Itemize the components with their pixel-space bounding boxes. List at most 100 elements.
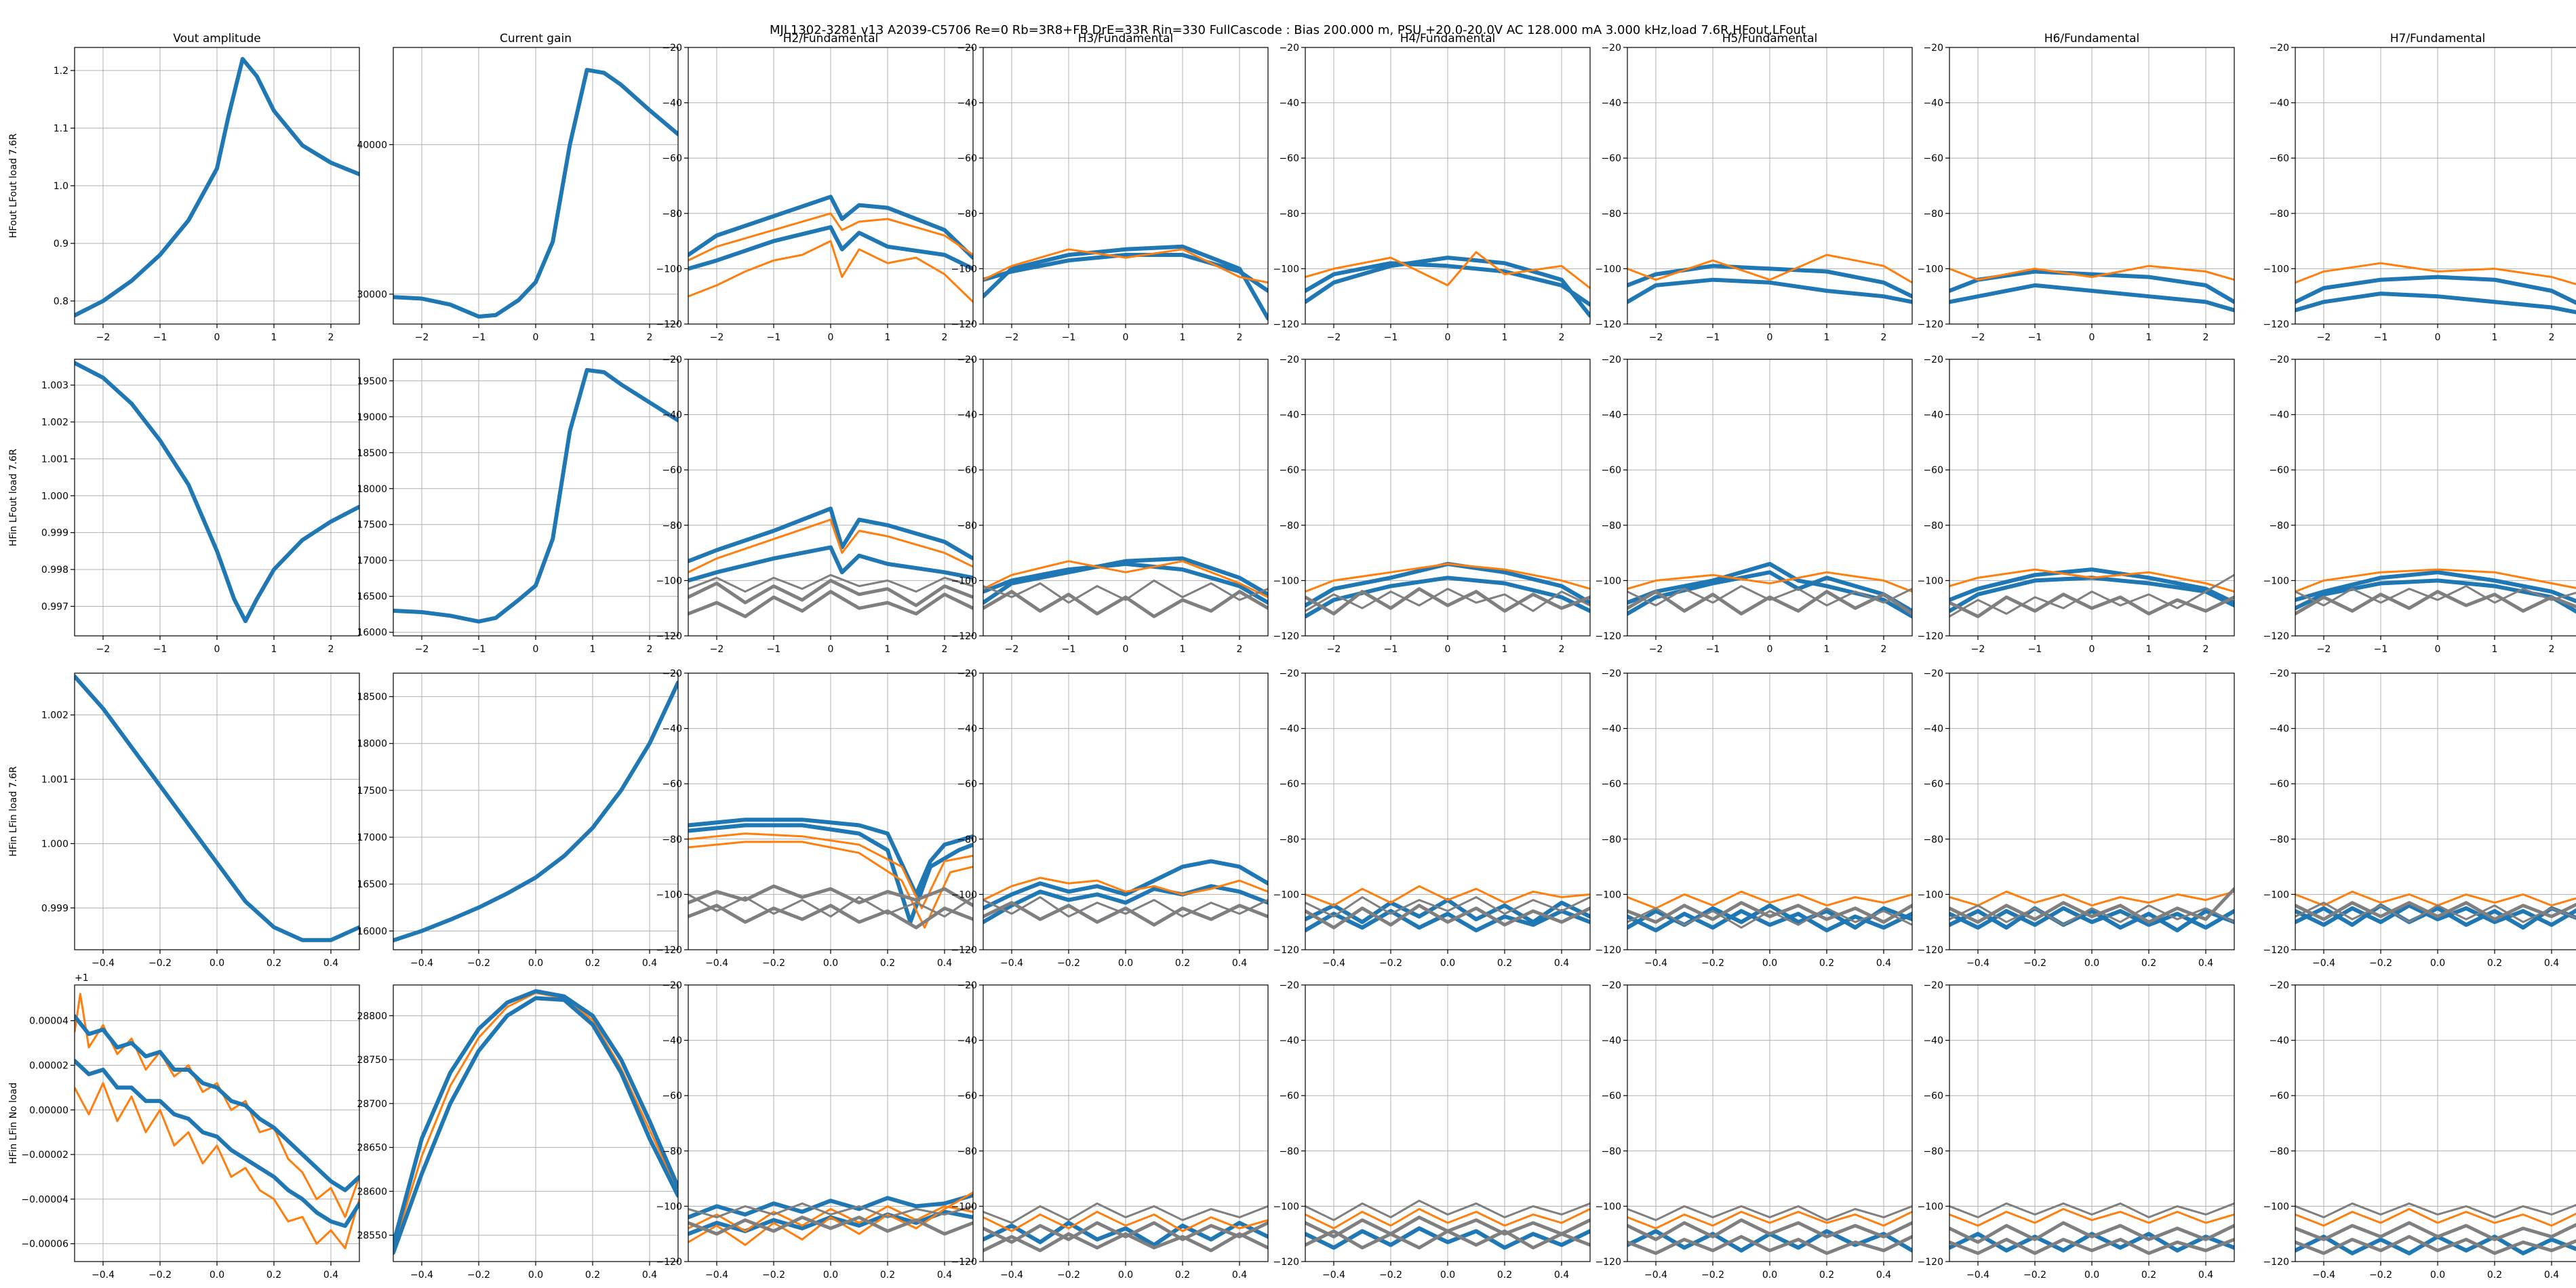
series-line-blue xyxy=(688,823,973,925)
y-tick-label: −60 xyxy=(1923,465,1943,476)
y-tick-label: −120 xyxy=(1918,945,1943,956)
series-line-blue xyxy=(75,1014,359,1192)
y-tick-label: 18500 xyxy=(357,692,387,703)
y-tick-label: −100 xyxy=(1596,889,1621,900)
y-tick-label: 0.999 xyxy=(41,903,68,914)
y-tick-label: −20 xyxy=(1601,980,1621,991)
subplot-r1c2: −2 −1 0 1 2−120−100−80−60−40−20 xyxy=(656,355,974,655)
x-tick-label: 0.0 xyxy=(1762,958,1777,969)
x-tick-label: 0 xyxy=(1445,332,1451,343)
y-tick-label: 0.00000 xyxy=(29,1105,68,1116)
y-tick-label: −60 xyxy=(1923,779,1943,790)
y-tick-label: −40 xyxy=(662,410,682,421)
x-tick-label: −2 xyxy=(96,644,111,655)
x-tick-label: 1 xyxy=(2146,644,2152,655)
subplot-r2c4: −0.4 −0.2 0.0 0.2 0.4 −120 −100 −80 −60 −40 −20 xyxy=(1273,668,1591,969)
series-line-blue xyxy=(688,225,973,271)
series-line-blue xyxy=(75,361,359,624)
y-tick-label: −100 xyxy=(1273,576,1299,586)
y-tick-label: −80 xyxy=(1923,834,1943,845)
series-line-gray xyxy=(1627,590,1912,616)
x-tick-label: −0.4 xyxy=(1644,958,1667,969)
x-tick-label: 1 xyxy=(1180,644,1186,655)
series-line-blue xyxy=(1305,1226,1590,1250)
x-tick-label: 0 xyxy=(2435,332,2441,343)
y-axis-label: HFout LFout load 7.6R xyxy=(8,133,19,238)
y-tick-label: −80 xyxy=(1279,1146,1299,1157)
series-line-gray xyxy=(983,1232,1268,1253)
series-line-blue xyxy=(1949,567,2234,605)
y-tick-label: −20 xyxy=(1279,43,1299,54)
subplot-r3c6: −0.4 −0.2 0.0 0.2 0.4 −120 −100 −80 −60 −40 −20 xyxy=(1918,980,2235,1281)
series-line-blue xyxy=(393,989,678,1247)
y-tick-label: −80 xyxy=(1923,1146,1943,1157)
x-tick-label: 2 xyxy=(647,332,653,343)
x-tick-label: 0 xyxy=(1123,332,1129,343)
y-tick-label: 0.9 xyxy=(54,239,68,249)
y-axis-label: HFin LFin No load xyxy=(8,1083,19,1164)
x-tick-label: 0.0 xyxy=(1440,1270,1455,1281)
x-tick-label: −1 xyxy=(1706,644,1720,655)
y-tick-label: −120 xyxy=(656,945,682,956)
x-tick-label: 0 xyxy=(533,332,539,343)
y-tick-label: −100 xyxy=(1596,576,1621,586)
y-tick-label: −40 xyxy=(1923,724,1943,735)
x-tick-label: 1 xyxy=(1502,644,1508,655)
subplot-title: H6/Fundamental xyxy=(2044,32,2140,45)
x-tick-label: 0.0 xyxy=(2430,958,2445,969)
y-tick-label: −60 xyxy=(2269,1091,2289,1102)
y-tick-label: 28800 xyxy=(357,1011,387,1022)
y-tick-label: −120 xyxy=(2263,631,2289,642)
series-line-gray xyxy=(1949,1221,2234,1244)
y-tick-label: −120 xyxy=(951,631,977,642)
series-line-blue xyxy=(983,561,1268,605)
y-tick-label: −20 xyxy=(957,668,977,679)
x-tick-label: 0 xyxy=(1767,332,1773,343)
x-tick-label: 0.4 xyxy=(323,958,338,969)
x-tick-label: −1 xyxy=(472,644,486,655)
x-tick-label: −0.2 xyxy=(762,1270,785,1281)
series-line-gray xyxy=(1627,585,1912,607)
x-tick-label: 2 xyxy=(2203,332,2209,343)
x-tick-label: 2 xyxy=(942,644,948,655)
x-tick-label: 1 xyxy=(2492,332,2498,343)
y-tick-label: −60 xyxy=(1601,153,1621,164)
series-line-orange xyxy=(688,841,973,929)
x-tick-label: 0.4 xyxy=(1232,958,1247,969)
y-axis-label: HFin LFout load 7.6R xyxy=(8,449,19,546)
series-line-blue xyxy=(2295,291,2576,315)
x-tick-label: 0.0 xyxy=(823,1270,838,1281)
y-axis-label: HFin LFin load 7.6R xyxy=(8,766,19,856)
x-tick-label: 0.0 xyxy=(528,958,543,969)
x-tick-label: −0.4 xyxy=(705,958,728,969)
series-line-gray xyxy=(1305,587,1590,616)
y-tick-label: −120 xyxy=(1596,1257,1621,1268)
x-tick-label: 0.4 xyxy=(1876,958,1891,969)
x-tick-label: −1 xyxy=(1384,332,1398,343)
series-line-gray xyxy=(1949,1237,2234,1255)
series-line-orange xyxy=(1949,1208,2234,1227)
y-tick-label: −60 xyxy=(2269,779,2289,790)
y-tick-label: 19500 xyxy=(357,376,387,387)
series-line-gray xyxy=(1949,904,2234,926)
x-tick-label: −2 xyxy=(1005,332,1019,343)
series-line-blue xyxy=(983,253,1268,293)
y-tick-label: 28550 xyxy=(357,1230,387,1241)
y-tick-label: −100 xyxy=(951,1201,977,1212)
subplot-r3c1: −0.4 −0.2 0.0 0.2 0.4 28550 28600 28650 28700 287… xyxy=(357,984,679,1281)
y-tick-label: −60 xyxy=(2269,465,2289,476)
y-tick-label: 17500 xyxy=(357,520,387,531)
series-line-blue xyxy=(983,244,1268,321)
y-tick-label: −20 xyxy=(2269,355,2289,365)
subplot-r3c4: −0.4 −0.2 0.0 0.2 0.4 −120 −100 −80 −60 −40 −20 xyxy=(1273,980,1591,1281)
x-tick-label: −0.4 xyxy=(410,958,433,969)
y-tick-label: −0.00006 xyxy=(21,1239,68,1250)
x-tick-label: −2 xyxy=(710,332,724,343)
x-tick-label: −0.4 xyxy=(410,1270,433,1281)
x-tick-label: 0.0 xyxy=(2084,958,2099,969)
y-tick-label: −100 xyxy=(656,1201,682,1212)
y-tick-label: −60 xyxy=(662,779,682,790)
y-tick-label: −80 xyxy=(2269,1146,2289,1157)
series-line-gray xyxy=(983,579,1268,604)
series-line-blue xyxy=(688,506,973,563)
